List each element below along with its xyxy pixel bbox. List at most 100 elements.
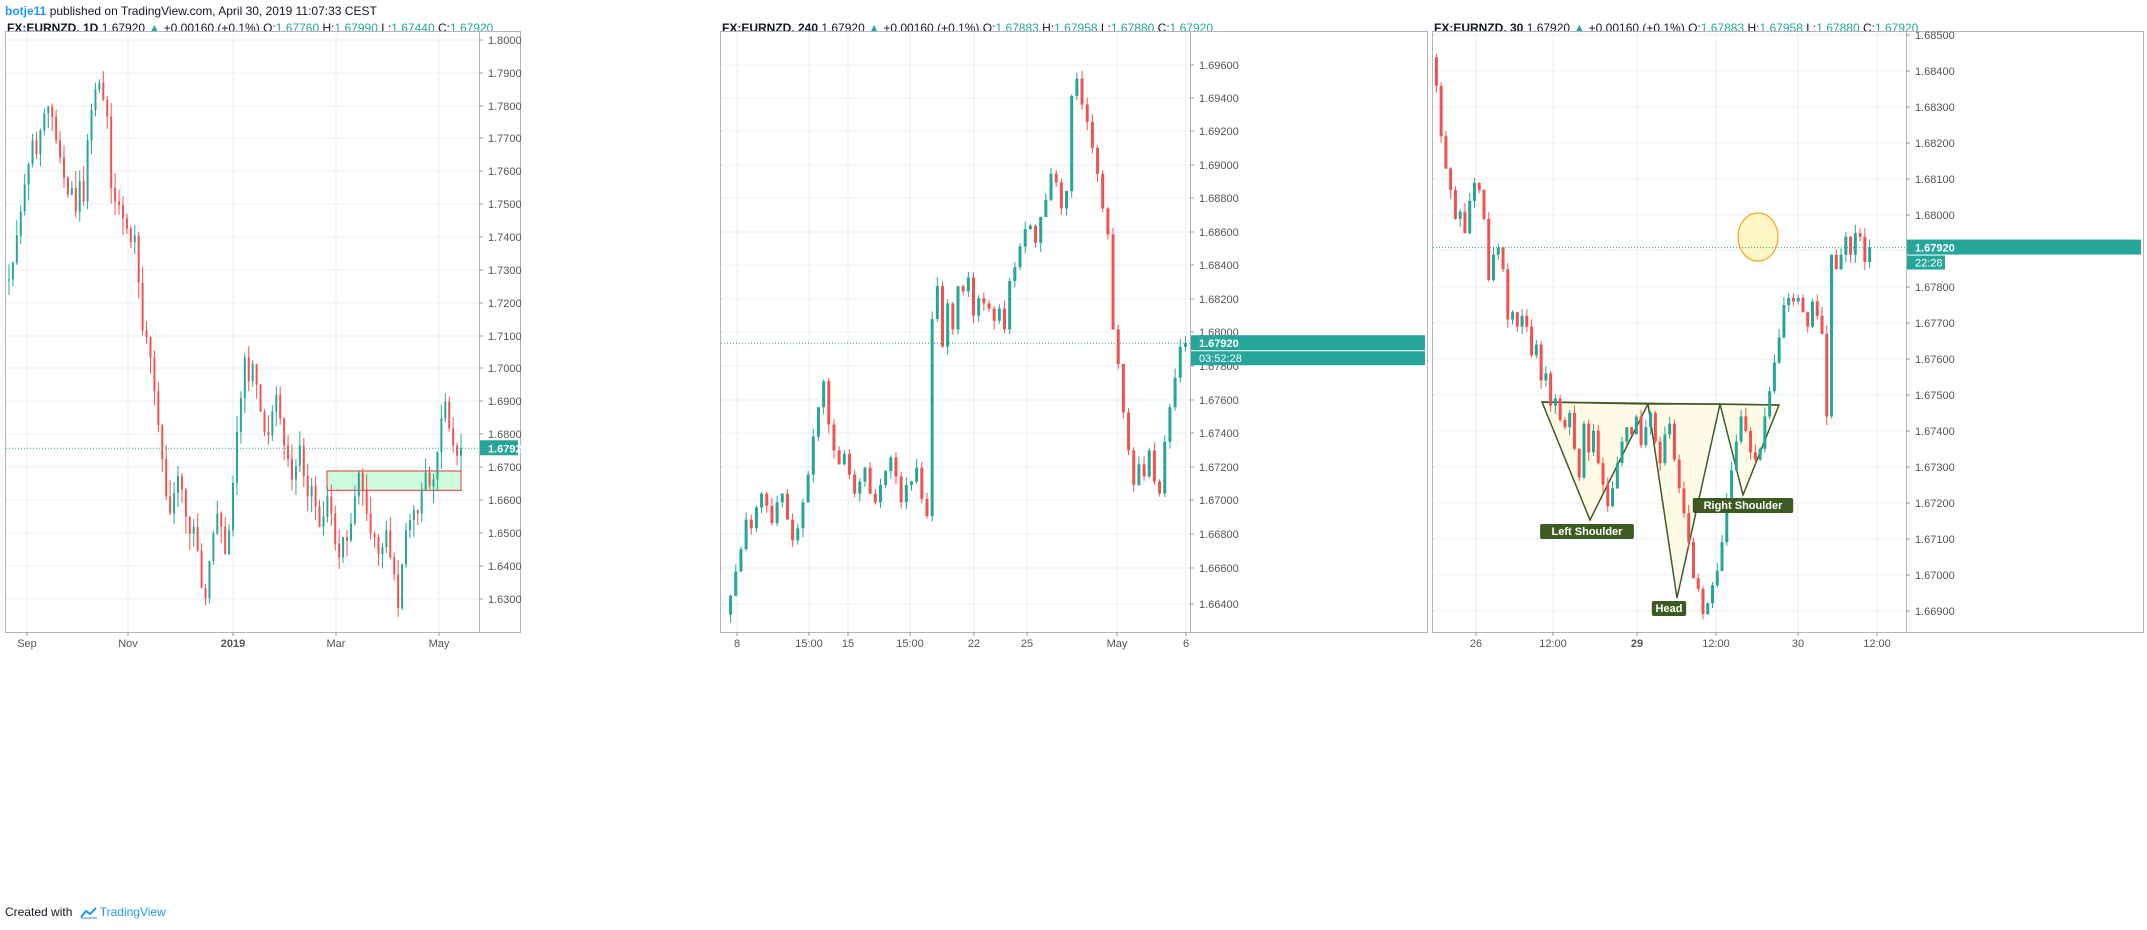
left-shoulder-label-bg[interactable] (1540, 524, 1634, 539)
candle-body (39, 130, 42, 155)
candle-body (1152, 450, 1156, 482)
candle-body (1644, 427, 1648, 446)
candle-body (1492, 254, 1496, 280)
candle-body (121, 204, 124, 219)
y-tick-label: 1.64000 (488, 561, 521, 573)
y-tick-label: 1.68000 (1915, 210, 1955, 222)
head-label-bg[interactable] (1651, 601, 1687, 616)
chart-panel-daily[interactable]: FX:EURNZD, 1D 1.67920 ▲ +0.00160 (+0.1%)… (5, 0, 521, 905)
candle-body (452, 428, 455, 446)
y-tick-label: 1.67200 (1199, 462, 1239, 474)
candle-body (1075, 78, 1079, 96)
candle-body (1023, 229, 1027, 247)
price-tag-label: 1.67920 (1199, 338, 1239, 350)
candle-body (1753, 452, 1757, 460)
price-tag-label: 1.67920 (1915, 243, 1955, 255)
candle-body (1734, 441, 1738, 471)
candle-body (1706, 603, 1710, 615)
y-tick-label: 1.68000 (488, 429, 521, 441)
support-zone-rectangle[interactable] (326, 470, 462, 491)
x-tick-label: Sep (17, 638, 37, 650)
candle-body (1849, 236, 1853, 255)
candle-body (1591, 430, 1595, 453)
candle-body (884, 471, 888, 486)
chart-panel-30m[interactable]: FX:EURNZD, 30 1.67920 ▲ +0.00160 (+0.1%)… (1432, 0, 2144, 905)
candle-body (1587, 423, 1591, 453)
candle-body (436, 452, 439, 480)
chart-canvas[interactable]: 1.80000 1.79000 1.78000 1.77000 1.76000 1.750… (5, 0, 521, 905)
candle-body (98, 82, 101, 90)
tradingview-link[interactable]: TradingView (99, 905, 166, 919)
low-label: L: (1806, 21, 1817, 35)
neckline[interactable] (1541, 401, 1780, 406)
candle-body (1701, 588, 1705, 615)
y-tick-label: 1.67700 (1915, 318, 1955, 330)
candle-body (1132, 450, 1136, 486)
created-with-label: Created with (5, 905, 73, 919)
y-tick-label: 1.68400 (1199, 260, 1239, 272)
y-tick-label: 1.72000 (488, 298, 521, 310)
candle-body (1601, 463, 1605, 485)
candle-body (1183, 343, 1187, 347)
candle-body (1858, 233, 1862, 237)
candle-body (1044, 199, 1048, 218)
candle-body (224, 526, 227, 555)
candle-body (275, 394, 278, 412)
candle-body (416, 509, 419, 514)
candle-body (1844, 236, 1848, 255)
candle-body (220, 513, 223, 527)
y-tick-label: 1.67000 (1199, 495, 1239, 507)
chart-canvas[interactable]: 1.69600 1.69400 1.69200 1.69000 1.68800 1.686… (720, 0, 1428, 905)
candle-body (1863, 236, 1867, 262)
candle-body (90, 109, 93, 141)
y-tick-label: 1.66000 (488, 495, 521, 507)
candle-body (153, 357, 156, 392)
candle-body (1606, 484, 1610, 507)
chart-panel-4h[interactable]: FX:EURNZD, 240 1.67920 ▲ +0.00160 (+0.1%… (720, 0, 1428, 905)
candle-body (982, 298, 986, 304)
chart-canvas[interactable]: 1.68500 1.68400 1.68300 1.68200 1.68100 1.680… (1432, 0, 2144, 905)
candle-body (1477, 182, 1481, 191)
low-label: L: (381, 21, 392, 35)
right-shoulder-label-bg[interactable] (1692, 498, 1794, 513)
candle-body (1658, 441, 1662, 464)
author-link[interactable]: botje11 (5, 4, 47, 18)
candle-body (361, 472, 364, 490)
candle-body (1463, 211, 1467, 234)
candle-body (1772, 362, 1776, 392)
x-tick-label: 8 (734, 638, 740, 650)
candle-body (440, 418, 443, 453)
candle-body (785, 493, 789, 520)
candle-body (915, 467, 919, 482)
candle-body (1620, 441, 1624, 464)
candle-body (369, 513, 372, 534)
candle-body (1820, 315, 1824, 334)
candle-body (791, 519, 795, 541)
candle-body (141, 282, 144, 331)
x-tick-label: Mar (327, 638, 346, 650)
candle-body (1625, 427, 1629, 442)
y-tick-label: 1.77000 (488, 133, 521, 145)
candle-body (1059, 182, 1063, 209)
candle-body (314, 486, 317, 507)
candle-body (1018, 246, 1022, 268)
candle-body (837, 450, 841, 465)
candle-body (294, 465, 297, 480)
candle-body (342, 537, 345, 558)
candle-body (63, 157, 65, 178)
target-circle[interactable] (1737, 212, 1779, 262)
x-tick-label: 12:00 (1863, 638, 1891, 650)
candle-body (744, 519, 748, 550)
candle-body (770, 505, 774, 524)
candle-body (1691, 542, 1695, 579)
candle-body (1634, 416, 1638, 435)
candle-body (961, 286, 965, 292)
countdown-bg (1191, 351, 1425, 366)
candle-body (858, 481, 862, 494)
candle-body (1563, 420, 1567, 428)
candle-body (1142, 464, 1146, 477)
candle-body (169, 496, 172, 514)
footer: Created with TradingView (5, 904, 166, 920)
candle-body (966, 277, 970, 292)
candle-body (889, 457, 893, 472)
